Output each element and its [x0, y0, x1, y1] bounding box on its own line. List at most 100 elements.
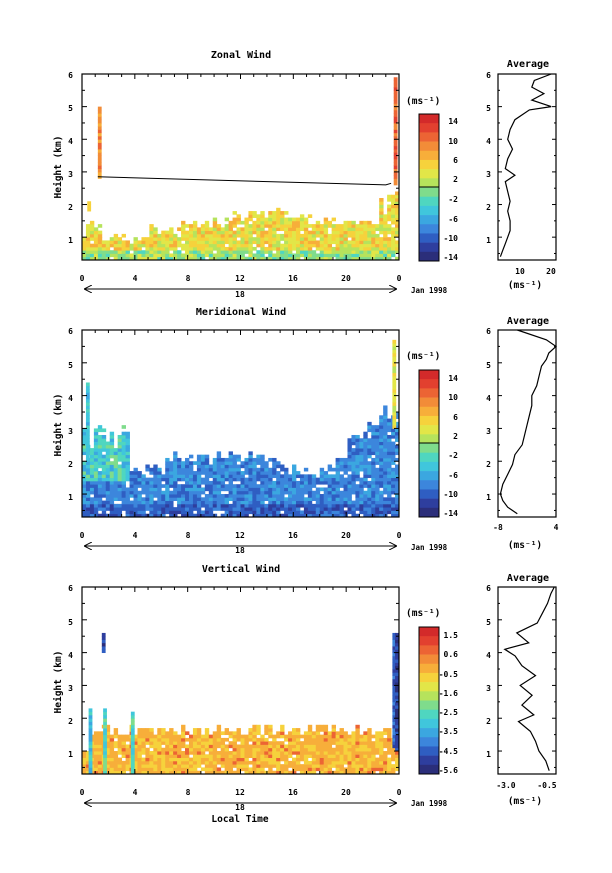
field-cell — [339, 751, 344, 755]
field-cell — [323, 503, 329, 508]
field-cell — [272, 737, 277, 742]
field-cell — [101, 487, 107, 492]
field-cell — [101, 477, 107, 482]
field-cell — [196, 754, 202, 758]
field-cell — [204, 764, 210, 768]
field-cell — [351, 503, 356, 508]
field-cell — [355, 770, 360, 775]
field-cell — [105, 448, 111, 452]
zonal-tick-marks — [81, 73, 400, 260]
field-cell — [280, 253, 285, 258]
field-cell — [307, 731, 313, 736]
vertical-colorbar-unit: (ms⁻¹) — [406, 608, 440, 619]
field-cell — [379, 497, 384, 501]
field-cell — [264, 477, 269, 482]
field-cell — [392, 685, 397, 690]
field-cell — [260, 751, 265, 755]
field-cell — [220, 227, 226, 232]
field-cell — [228, 243, 233, 248]
field-cell — [260, 240, 265, 245]
field-cell — [117, 471, 123, 475]
field-cell — [121, 503, 126, 508]
field-cell — [101, 490, 107, 495]
field-cell — [97, 737, 103, 742]
field-cell — [228, 224, 233, 228]
field-cell — [248, 467, 253, 472]
field-cell — [347, 457, 352, 462]
field-cell — [93, 744, 99, 749]
field-cell — [101, 253, 107, 258]
field-cell — [335, 253, 340, 258]
field-cell — [351, 487, 356, 492]
field-cell — [256, 227, 261, 232]
field-cell — [133, 477, 138, 482]
field-cell — [335, 474, 340, 479]
field-cell — [121, 425, 126, 429]
field-cell — [185, 250, 190, 254]
field-cell — [85, 500, 91, 505]
field-cell — [181, 237, 186, 241]
field-cell — [89, 457, 95, 462]
field-cell — [216, 467, 222, 472]
field-cell — [185, 744, 190, 749]
field-cell — [192, 233, 198, 238]
field-cell — [387, 421, 392, 426]
field-cell — [82, 461, 87, 465]
field-cell — [264, 741, 269, 745]
field-cell — [105, 464, 111, 469]
field-cell — [137, 728, 142, 732]
field-cell — [331, 230, 336, 235]
field-cell — [392, 392, 397, 397]
field-cell — [88, 708, 93, 713]
field-cell — [359, 487, 364, 492]
zonal-avg-ytick: 6 — [486, 71, 491, 80]
field-cell — [379, 500, 384, 505]
field-cell — [292, 770, 297, 775]
field-cell — [89, 243, 95, 248]
field-cell — [252, 757, 257, 762]
field-cell — [224, 731, 230, 736]
field-cell — [327, 490, 333, 495]
zonal-average-title: Average — [507, 59, 549, 70]
field-cell — [331, 507, 336, 511]
field-cell — [375, 250, 380, 254]
field-cell — [280, 467, 285, 472]
field-cell — [97, 757, 103, 762]
field-cell — [303, 751, 309, 755]
field-cell — [363, 760, 368, 765]
field-cell — [93, 467, 99, 472]
field-cell — [196, 734, 202, 739]
meridional-cbar-tick: 2 — [453, 432, 458, 441]
field-cell — [89, 230, 95, 235]
field-cell — [315, 767, 321, 772]
field-cell — [105, 500, 111, 505]
field-cell — [141, 487, 146, 492]
field-cell — [264, 757, 269, 762]
field-cell — [355, 240, 360, 245]
field-cell — [121, 751, 126, 755]
field-cell — [232, 250, 237, 254]
field-cell — [232, 477, 237, 482]
field-cell — [85, 494, 91, 498]
field-cell — [319, 474, 325, 479]
field-cell — [359, 767, 364, 772]
field-cell — [387, 224, 392, 228]
field-cell — [387, 194, 392, 199]
field-cell — [367, 487, 372, 492]
field-cell — [228, 477, 233, 482]
field-cell — [145, 767, 150, 772]
field-cell — [208, 253, 214, 258]
field-cell — [141, 731, 146, 736]
field-cell — [196, 246, 202, 251]
field-cell — [153, 243, 158, 248]
field-cell — [85, 441, 90, 446]
field-cell — [192, 751, 198, 755]
field-cell — [133, 770, 138, 775]
field-cell — [393, 96, 398, 101]
field-cell — [165, 497, 170, 501]
field-cell — [272, 751, 277, 755]
field-cell — [125, 457, 130, 462]
field-cell — [216, 256, 222, 261]
field-cell — [292, 500, 297, 505]
field-cell — [212, 757, 218, 762]
